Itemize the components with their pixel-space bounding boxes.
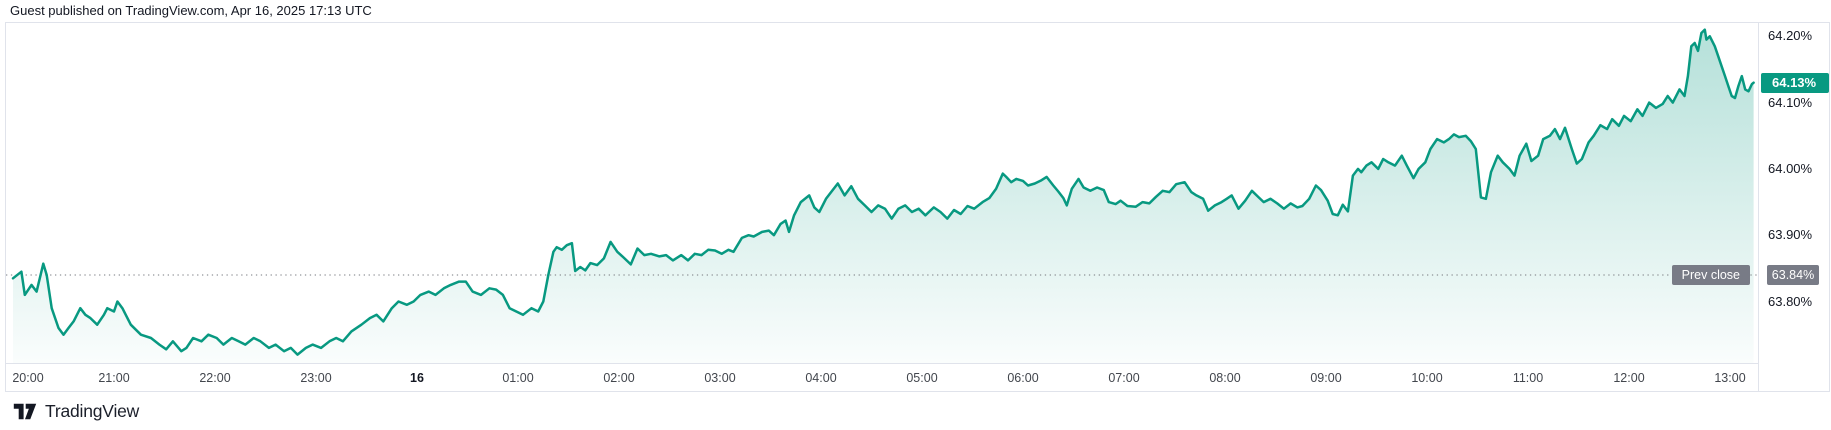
time-axis-separator: [6, 363, 1758, 364]
x-tick-label: 10:00: [1411, 371, 1443, 385]
chart-widget: Prev close 64.13% 63.84% 64.20% 64.10% 64.…: [5, 22, 1830, 392]
chart-plot-area[interactable]: Prev close: [6, 23, 1758, 363]
y-tick-label: 63.90%: [1768, 227, 1813, 243]
x-tick-label: 13:00: [1714, 371, 1746, 385]
y-tick-label: 63.80%: [1768, 293, 1813, 309]
y-tick-label: 64.20%: [1768, 28, 1813, 44]
x-tick-label: 06:00: [1007, 371, 1039, 385]
footer: TradingView: [0, 393, 1831, 430]
tradingview-logo-icon: [13, 403, 37, 420]
x-tick-label: 09:00: [1310, 371, 1342, 385]
x-tick-label: 20:00: [12, 371, 44, 385]
y-tick-label: 64.00%: [1768, 160, 1813, 176]
x-tick-label: 16: [410, 371, 424, 385]
tradingview-logo-link[interactable]: TradingView: [13, 401, 139, 422]
price-axis-separator: [1758, 23, 1759, 391]
x-tick-label: 05:00: [906, 371, 938, 385]
price-chart-svg[interactable]: [6, 23, 1758, 363]
time-axis[interactable]: 20:00 21:00 22:00 23:00 16 01:00 02:00 03:00 04:…: [6, 364, 1758, 392]
price-axis[interactable]: 64.13% 63.84% 64.20% 64.10% 64.00% 63.90% 63…: [1759, 23, 1830, 363]
current-price-badge: 64.13%: [1761, 72, 1829, 93]
x-tick-label: 23:00: [300, 371, 332, 385]
y-tick-label: 64.10%: [1768, 94, 1813, 110]
x-tick-label: 04:00: [805, 371, 837, 385]
prev-close-badge: Prev close: [1671, 265, 1750, 285]
area-series: [13, 29, 1754, 363]
x-tick-label: 11:00: [1512, 371, 1544, 385]
x-tick-label: 08:00: [1209, 371, 1241, 385]
x-tick-label: 03:00: [704, 371, 736, 385]
x-tick-label: 12:00: [1613, 371, 1645, 385]
x-tick-label: 22:00: [199, 371, 231, 385]
brand-text: TradingView: [45, 401, 140, 421]
x-tick-label: 07:00: [1108, 371, 1140, 385]
x-tick-label: 01:00: [502, 371, 534, 385]
x-tick-label: 02:00: [603, 371, 635, 385]
attribution-text: Guest published on TradingView.com, Apr …: [10, 3, 372, 18]
line-series: [11, 28, 1755, 356]
x-tick-label: 21:00: [98, 371, 130, 385]
prev-close-value-badge: 63.84%: [1767, 265, 1819, 285]
